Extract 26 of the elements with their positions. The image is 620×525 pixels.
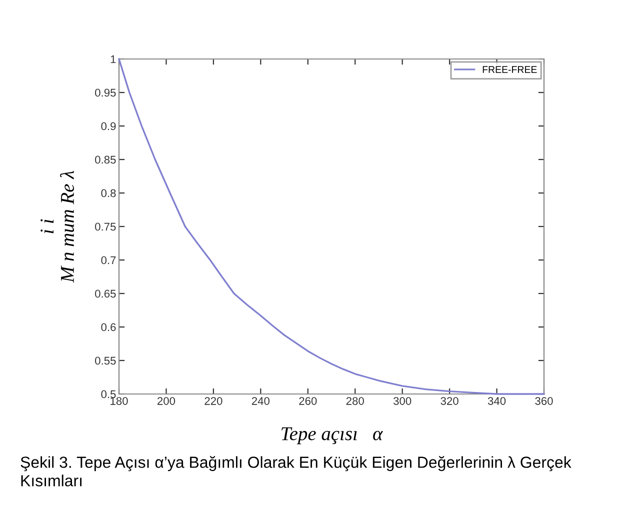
x-tick-label: 220 <box>204 397 222 405</box>
y-tick-label: 0.85 <box>95 156 116 164</box>
y-tick-label: 0.55 <box>95 356 116 365</box>
y-tick-label: 0.7 <box>101 256 116 264</box>
x-tick-label: 200 <box>158 397 176 405</box>
line-series <box>118 58 545 395</box>
text: Şekil 3. Tepe Açısı α’ya Bağımlı Olarak En Küçük Eigen Değerlerinin λ Gerçek Kısımları <box>20 456 572 486</box>
x-tick-label: 180 <box>110 397 128 405</box>
x-tick-label: 360 <box>535 397 553 405</box>
legend-label: FREE-FREE <box>482 66 537 73</box>
y-axis-title: i i M n mum Re λ <box>40 170 74 283</box>
y-tick-label: 0.8 <box>101 189 116 198</box>
x-tick-label: 320 <box>440 397 458 405</box>
x-axis-title: Tepe açısı α <box>282 427 384 444</box>
x-tick-label: 240 <box>252 397 270 405</box>
y-tick-label: 0.9 <box>101 122 116 130</box>
x-tick-label: 280 <box>346 397 364 405</box>
y-tick-label: 0.75 <box>95 222 116 231</box>
y-tick-label: 0.65 <box>95 290 116 298</box>
y-tick-label: 1 <box>110 55 116 64</box>
y-tick-label: 0.5 <box>101 390 116 398</box>
x-tick-label: 300 <box>393 397 412 405</box>
x-tick-label: 340 <box>488 397 506 405</box>
x-tick-label: 260 <box>299 397 317 405</box>
y-tick-label: 0.6 <box>101 323 116 332</box>
y-tick-label: 0.95 <box>95 88 116 97</box>
